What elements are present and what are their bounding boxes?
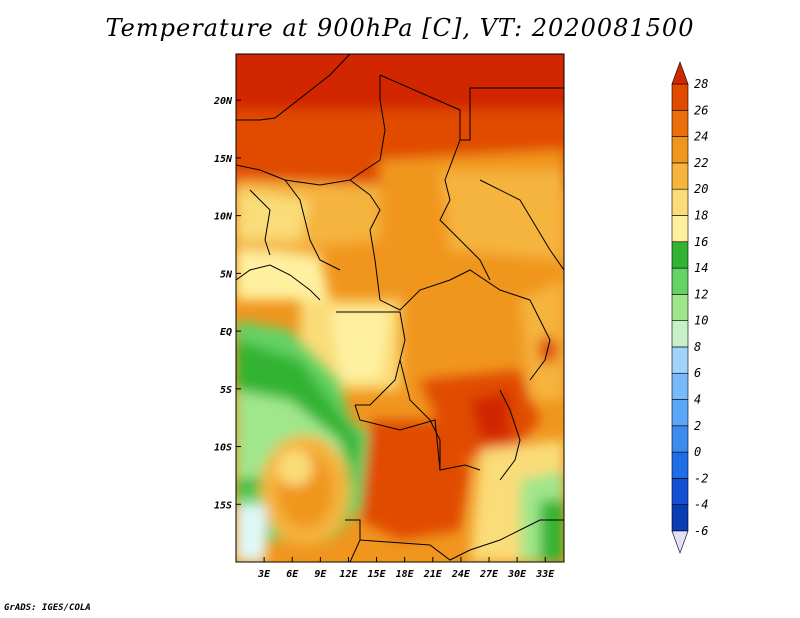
y-tick-label: 5S	[220, 385, 232, 396]
colorbar-label: 14	[694, 261, 708, 275]
country-borders	[236, 54, 564, 562]
colorbar-swatch	[671, 346, 689, 374]
colorbar-label: 2	[694, 419, 701, 433]
colorbar-swatch	[671, 188, 689, 216]
colorbar-label: -4	[694, 498, 708, 512]
footer-credit: GrADS: IGES/COLA	[4, 603, 91, 613]
map-title: Temperature at 900hPa [C], VT: 202008150…	[105, 14, 695, 42]
x-tick-label: 30E	[507, 569, 527, 580]
y-tick-label: 15N	[214, 154, 233, 165]
colorbar-swatch	[671, 451, 689, 479]
colorbar-swatch	[671, 399, 689, 427]
colorbar-label: 24	[694, 130, 708, 144]
y-tick-label: 5N	[220, 269, 233, 280]
y-tick-label: 15S	[214, 500, 232, 511]
colorbar-swatch	[671, 83, 689, 111]
colorbar-swatch	[671, 109, 689, 137]
colorbar-label: 20	[694, 182, 708, 196]
colorbar-label: 18	[694, 208, 708, 222]
colorbar-swatch	[671, 320, 689, 348]
map-frame	[235, 53, 565, 563]
colorbar-over-triangle	[671, 61, 689, 85]
colorbar-label: 0	[694, 445, 701, 459]
colorbar-label: 8	[694, 340, 701, 354]
colorbar-label: 28	[694, 77, 708, 91]
y-tick-label: 20N	[213, 96, 233, 107]
x-tick-label: 15E	[368, 569, 387, 580]
x-tick-label: 12E	[339, 569, 358, 580]
colorbar-label: 10	[694, 314, 708, 328]
colorbar-label: -2	[694, 471, 708, 485]
colorbar-swatch	[671, 162, 689, 190]
colorbar-swatch	[671, 215, 689, 243]
x-tick-label: 21E	[423, 569, 443, 580]
y-tick-label: 10S	[214, 443, 232, 454]
x-tick-label: 33E	[535, 569, 555, 580]
colorbar-label: 4	[694, 393, 701, 407]
x-tick-label: 27E	[479, 569, 499, 580]
colorbar-swatch	[671, 372, 689, 400]
colorbar-label: 22	[694, 156, 708, 170]
colorbar-under-triangle	[671, 530, 689, 554]
colorbar-label: 26	[694, 103, 708, 117]
x-tick-label: 24E	[451, 569, 471, 580]
x-tick-label: 9E	[314, 569, 327, 580]
y-tick-label: EQ	[220, 327, 232, 338]
colorbar-label: -6	[694, 524, 708, 538]
temperature-field	[236, 54, 564, 562]
y-tick-label: 10N	[214, 212, 233, 223]
x-tick-label: 3E	[257, 569, 271, 580]
colorbar-label: 16	[694, 235, 708, 249]
colorbar-swatch	[671, 294, 689, 321]
colorbar-label: 12	[694, 287, 708, 301]
colorbar-swatch	[671, 478, 689, 506]
colorbar-swatch	[671, 241, 689, 269]
colorbar-swatch	[671, 504, 689, 532]
colorbar-swatch	[671, 425, 689, 453]
colorbar-swatch	[671, 267, 689, 295]
y-axis-ticks: 20N 15N 10N 5N EQ 5S 10S 15S	[213, 96, 241, 511]
x-tick-label: 18E	[396, 569, 415, 580]
colorbar-label: 6	[694, 366, 701, 380]
x-axis-ticks: 3E 6E 9E 12E 15E 18E 21E 24E 27E 30E 33E	[257, 557, 555, 580]
x-tick-label: 6E	[286, 569, 299, 580]
colorbar-swatch	[671, 136, 689, 164]
